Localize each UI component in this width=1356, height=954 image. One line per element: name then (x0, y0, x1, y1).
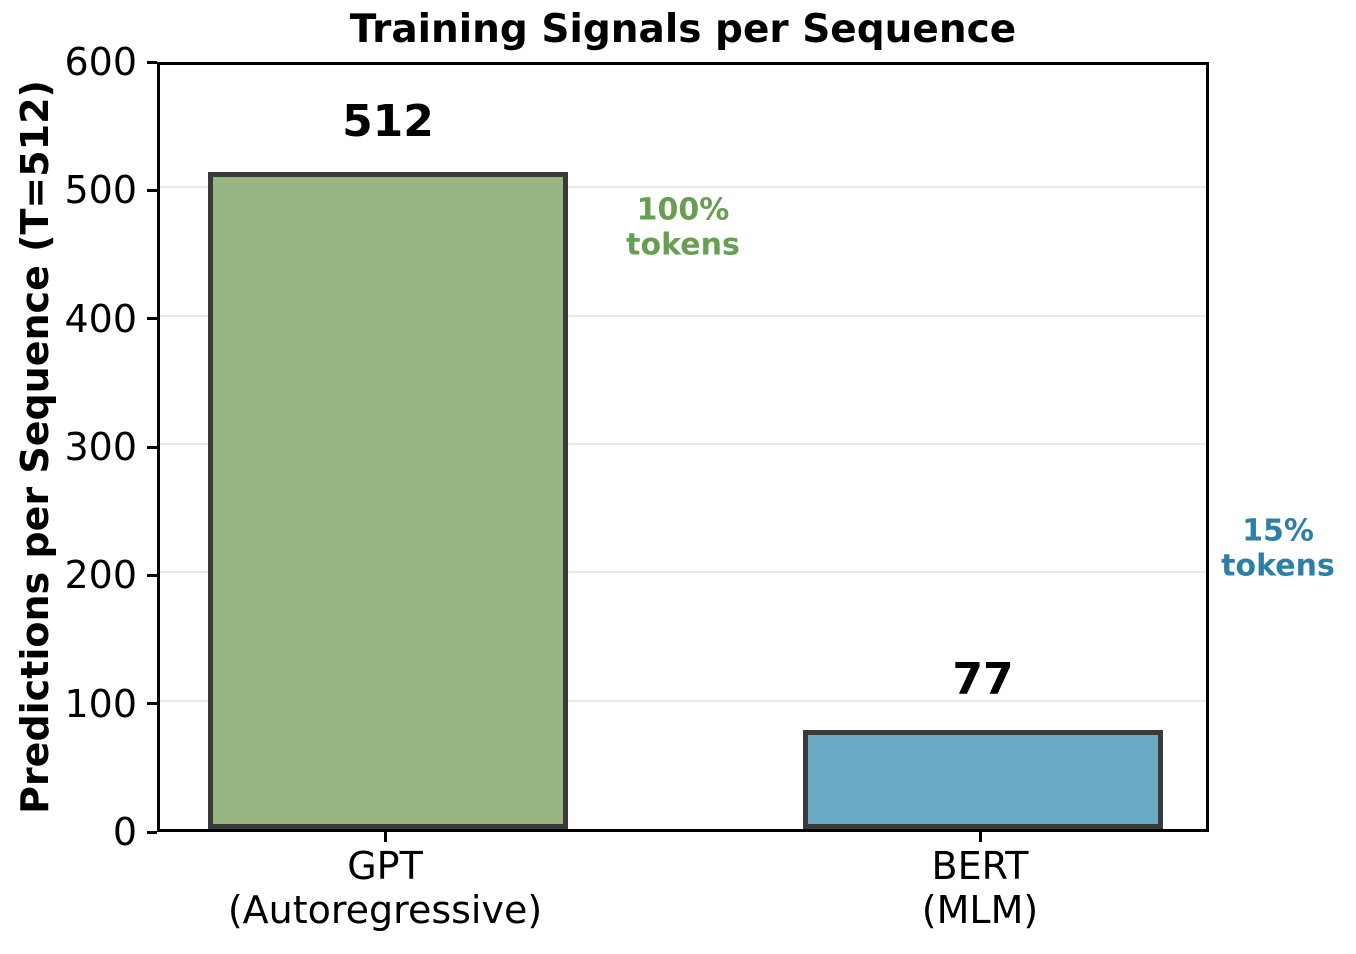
y-tick-mark-0 (147, 830, 157, 834)
bar-value-label-gpt: 512 (342, 95, 434, 147)
gridline-y-400 (160, 314, 1206, 317)
y-tick-label-100: 100 (64, 681, 137, 726)
y-tick-label-500: 500 (64, 168, 137, 213)
y-tick-label-300: 300 (64, 425, 137, 469)
x-tick-label-bert: BERT (MLM) (921, 844, 1039, 932)
y-tick-mark-500 (147, 188, 157, 192)
plot-area: 512 77 (157, 62, 1209, 832)
y-tick-label-0: 0 (112, 810, 137, 854)
chart-title: Training Signals per Sequence (349, 7, 1017, 52)
x-tick-mark-0 (383, 832, 387, 842)
y-tick-mark-100 (147, 702, 157, 706)
gridline-y-200 (160, 571, 1206, 574)
annotation-15pct-tokens: 15% tokens (1221, 513, 1335, 583)
bar-value-label-bert: 77 (952, 654, 1014, 706)
gridline-y-500 (160, 186, 1206, 189)
x-tick-label-gpt: GPT (Autoregressive) (227, 844, 543, 932)
gridline-y-300 (160, 443, 1206, 445)
y-tick-label-600: 600 (64, 40, 137, 84)
x-tick-mark-1 (978, 832, 982, 842)
y-tick-label-200: 200 (64, 553, 137, 598)
annotation-100pct-tokens: 100% tokens (626, 192, 740, 262)
bar-bert (803, 730, 1163, 829)
gridline-y-100 (160, 699, 1206, 702)
y-tick-label-400: 400 (64, 296, 137, 341)
bar-gpt (208, 171, 568, 829)
y-tick-mark-600 (147, 60, 157, 64)
y-tick-mark-400 (147, 317, 157, 321)
y-tick-mark-200 (147, 573, 157, 577)
y-tick-mark-300 (147, 445, 157, 449)
